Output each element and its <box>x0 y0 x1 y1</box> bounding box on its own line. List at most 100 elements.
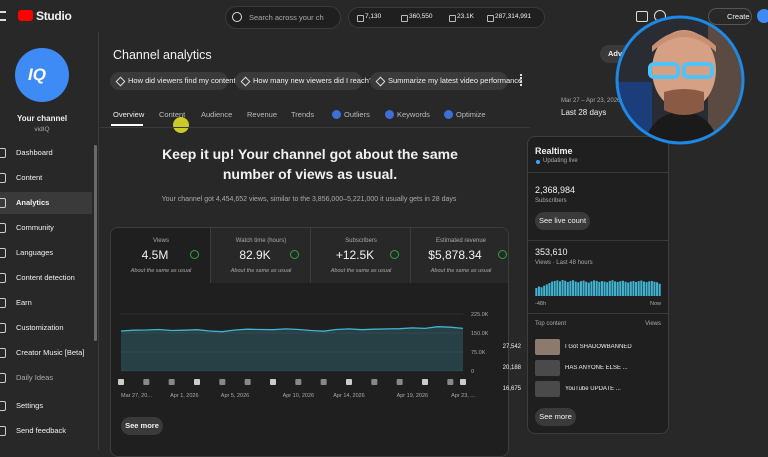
video-marker[interactable] <box>320 379 327 385</box>
see-more-button[interactable]: See more <box>121 417 163 435</box>
tab[interactable]: Revenue <box>247 110 278 119</box>
top-bar: Studio Search across your ch 7,130 360,55… <box>0 0 768 32</box>
nav-item[interactable]: Customization <box>16 323 64 332</box>
nav-item[interactable]: Earn <box>16 298 32 307</box>
scrollbar[interactable] <box>94 145 97 341</box>
period: Last 28 days <box>561 108 607 117</box>
thumbnail[interactable] <box>535 339 560 355</box>
video-marker[interactable] <box>194 379 200 385</box>
stat-value: 7,130 <box>365 13 382 20</box>
suggestion-chip[interactable]: Summarize my latest video performance <box>370 72 522 90</box>
nav-item[interactable]: Analytics <box>16 198 50 207</box>
video-marker[interactable] <box>447 379 454 385</box>
content-title[interactable]: I Got SHADOWBANNED ... <box>565 344 633 350</box>
tab[interactable]: Overview <box>113 110 145 119</box>
video-marker[interactable] <box>422 379 428 385</box>
bar <box>658 283 661 296</box>
nav-item[interactable]: Send feedback <box>16 426 67 435</box>
tab[interactable]: Trends <box>291 110 315 119</box>
date-range: Mar 27 – Apr 23, 2026 <box>561 98 621 104</box>
check-icon <box>498 250 507 259</box>
axis-label: Now <box>650 301 661 307</box>
suggestion-chip[interactable]: How many new viewers did I reach? <box>235 72 373 90</box>
video-marker[interactable] <box>244 379 251 385</box>
nav-item[interactable]: Content detection <box>16 273 75 282</box>
metric-note: About the same as usual <box>230 268 292 274</box>
divider <box>528 172 668 173</box>
video-marker[interactable] <box>396 379 403 385</box>
messages-icon[interactable] <box>636 11 648 22</box>
metric-tile[interactable]: Subscribers +12.5K About the same as usual <box>311 228 411 283</box>
content-title[interactable]: HAS ANYONE ELSE ... <box>565 365 628 371</box>
bar <box>603 281 606 296</box>
video-marker[interactable] <box>219 379 226 385</box>
nav-icon <box>0 273 6 283</box>
video-marker[interactable] <box>143 379 150 385</box>
content-title[interactable]: YouTube UPDATE ... <box>565 386 621 392</box>
video-marker[interactable] <box>270 379 276 385</box>
content-views: 16,675 <box>502 386 521 392</box>
see-more-button[interactable]: See more <box>535 408 576 426</box>
headline: Keep it up! Your channel got about the s… <box>162 146 458 182</box>
tab[interactable]: Keywords <box>397 110 430 119</box>
bar <box>545 284 548 296</box>
video-marker[interactable] <box>168 379 175 385</box>
thumbnail[interactable] <box>535 381 560 397</box>
nav-icon <box>0 323 6 333</box>
create-button[interactable]: Create <box>708 8 752 25</box>
stat-icon <box>487 15 494 22</box>
divider <box>528 313 668 314</box>
nav-item[interactable]: Community <box>16 223 54 232</box>
bar <box>637 281 640 296</box>
video-marker[interactable] <box>460 379 466 385</box>
search-icon <box>232 12 242 22</box>
metric-tile[interactable]: Estimated revenue $5,878.34 About the same… <box>411 228 508 283</box>
tab[interactable]: Outliers <box>344 110 370 119</box>
bar <box>635 281 638 296</box>
metric-note: About the same as usual <box>430 268 492 274</box>
nav-item[interactable]: Dashboard <box>16 148 53 157</box>
live-count-button[interactable]: See live count <box>535 212 590 230</box>
stat-icon <box>357 15 364 22</box>
video-marker[interactable] <box>295 379 302 385</box>
bar <box>587 282 590 296</box>
video-marker[interactable] <box>346 379 352 385</box>
nav-item[interactable]: Settings <box>16 401 44 410</box>
check-icon <box>390 250 399 259</box>
menu-button[interactable] <box>0 11 6 21</box>
nav-item[interactable]: Languages <box>16 248 54 257</box>
thumbnail[interactable] <box>535 360 560 376</box>
nav-item[interactable]: Daily Ideas <box>16 373 54 382</box>
stat-value: 23.1K <box>457 13 474 20</box>
suggestion-chip[interactable]: How did viewers find my content? <box>110 72 240 90</box>
bar <box>572 280 575 296</box>
nav-icon <box>0 348 6 358</box>
bar <box>616 281 619 296</box>
bar <box>579 281 582 296</box>
tab[interactable]: Content <box>159 110 186 119</box>
bar <box>582 280 585 296</box>
stat-value: 287,314,991 <box>495 13 532 20</box>
metric-tile[interactable]: Watch time (hours) 82.9K About the same as… <box>211 228 311 283</box>
channel-avatar[interactable]: IQ <box>15 48 69 102</box>
bar <box>608 280 611 296</box>
video-marker[interactable] <box>371 379 378 385</box>
x-tick-label: Apr 10, 2026 <box>283 393 315 399</box>
see-more-label: See more <box>539 412 572 421</box>
more-button[interactable] <box>520 74 524 86</box>
account-avatar[interactable] <box>757 9 768 23</box>
video-marker[interactable] <box>118 379 124 385</box>
tab[interactable]: Audience <box>201 110 233 119</box>
search-box[interactable]: Search across your ch <box>225 6 341 29</box>
nav-icon <box>0 148 6 158</box>
tab[interactable]: Optimize <box>456 110 486 119</box>
axis-label: -48h <box>535 301 546 307</box>
view-count: 353,610 <box>535 247 568 257</box>
metric-note: About the same as usual <box>130 268 192 274</box>
nav-item[interactable]: Creator Music [Beta] <box>16 348 85 357</box>
metric-tile[interactable]: Views 4.5M About the same as usual <box>111 228 211 283</box>
nav-item[interactable]: Content <box>16 173 43 182</box>
nav-icon <box>0 426 6 436</box>
top-content-title: Top content <box>535 321 567 327</box>
bar <box>642 281 645 296</box>
